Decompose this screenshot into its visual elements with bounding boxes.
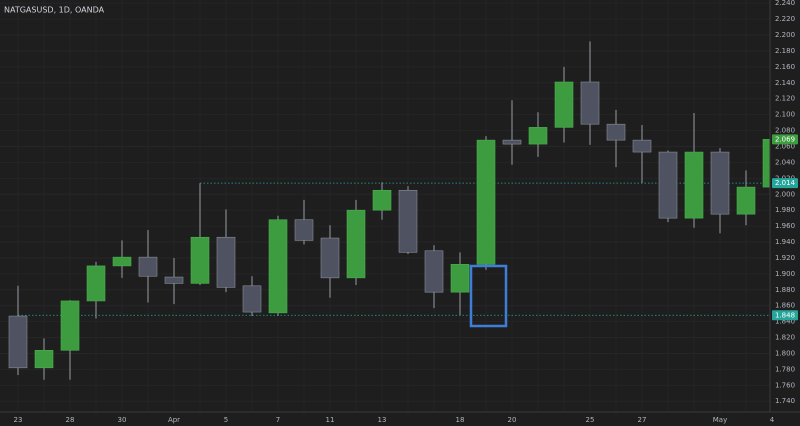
x-tick-label: 20 <box>508 416 517 424</box>
candle-body <box>502 139 522 145</box>
y-tick-label: 2.180 <box>775 47 795 55</box>
y-tick-label: 2.140 <box>775 79 795 87</box>
x-tick-label: 28 <box>66 416 75 424</box>
y-tick-label: 2.220 <box>775 15 795 23</box>
highlight-box <box>469 264 508 328</box>
x-tick-label: 23 <box>14 416 23 424</box>
y-tick-label: 1.940 <box>775 238 795 246</box>
x-tick-label: 7 <box>276 416 280 424</box>
candle-body <box>580 81 600 125</box>
last-price-label: 2.069 <box>775 135 795 143</box>
x-tick-label: 13 <box>378 416 387 424</box>
candle-body <box>294 219 314 241</box>
y-tick-label: 1.880 <box>775 286 795 294</box>
x-tick-label: 11 <box>326 416 335 424</box>
candle-body <box>190 236 210 284</box>
candle-body <box>476 139 496 265</box>
candle-body <box>372 189 392 211</box>
x-tick-label: 18 <box>456 416 465 424</box>
y-tick-label: 1.860 <box>775 302 795 310</box>
candle-body <box>632 139 652 153</box>
candle-body <box>242 285 262 313</box>
y-tick-label: 1.840 <box>775 318 795 326</box>
y-tick-label: 1.740 <box>775 397 795 405</box>
candle-body <box>60 300 80 351</box>
y-tick-label: 1.780 <box>775 365 795 373</box>
candle-body <box>112 256 132 267</box>
y-tick-label: 2.080 <box>775 127 795 135</box>
y-tick-label: 1.820 <box>775 334 795 342</box>
y-tick-label: 1.800 <box>775 349 795 357</box>
y-tick-label: 1.980 <box>775 206 795 214</box>
y-tick-label: 2.160 <box>775 63 795 71</box>
x-tick-label: Apr <box>168 416 180 424</box>
y-tick-label: 1.900 <box>775 270 795 278</box>
x-tick-label: 27 <box>638 416 647 424</box>
y-tick-label: 2.120 <box>775 95 795 103</box>
y-tick-label: 1.920 <box>775 254 795 262</box>
candle-body <box>554 81 574 128</box>
candle-body <box>34 349 54 369</box>
chart-title: NATGASUSD, 1D, OANDA <box>4 6 105 15</box>
candle-body <box>710 151 730 215</box>
y-tick-label: 2.100 <box>775 111 795 119</box>
x-tick-label: 30 <box>118 416 127 424</box>
candle-body <box>164 276 184 284</box>
candle-body <box>684 151 704 219</box>
candle-body <box>346 209 366 279</box>
y-tick-label: 2.200 <box>775 31 795 39</box>
y-tick-label: 2.040 <box>775 158 795 166</box>
level-marker <box>772 310 798 321</box>
candle-body <box>8 315 28 369</box>
candle-body <box>528 127 548 145</box>
x-tick-label: May <box>713 416 727 424</box>
y-tick-label: 1.760 <box>775 381 795 389</box>
candle-body <box>268 219 288 314</box>
x-tick-label: 25 <box>586 416 595 424</box>
x-tick-label: 5 <box>224 416 228 424</box>
price-axis <box>770 0 800 426</box>
x-tick-label: 4 <box>770 416 775 424</box>
y-tick-label: 1.960 <box>775 222 795 230</box>
candle-body <box>320 237 340 279</box>
candle-body <box>606 123 626 141</box>
candle-body <box>138 256 158 277</box>
y-tick-label: 2.000 <box>775 190 795 198</box>
candles <box>8 41 782 380</box>
candle-body <box>86 265 106 302</box>
y-tick-label: 2.060 <box>775 142 795 150</box>
candle-body <box>658 151 678 219</box>
y-tick-label: 2.240 <box>775 0 795 7</box>
last-price-marker <box>772 134 798 145</box>
candle-body <box>736 186 756 215</box>
axis-labels: 2.240 2.220 2.200 2.180 2.160 2.140 2.120 2.100… <box>14 0 798 424</box>
candle-body <box>450 264 470 293</box>
level-label: 2.014 <box>775 179 796 187</box>
level-label: 1.848 <box>775 311 795 319</box>
level-marker <box>772 178 798 189</box>
candle-body <box>216 236 236 288</box>
candle-body <box>398 189 418 253</box>
candle-body <box>424 250 444 293</box>
